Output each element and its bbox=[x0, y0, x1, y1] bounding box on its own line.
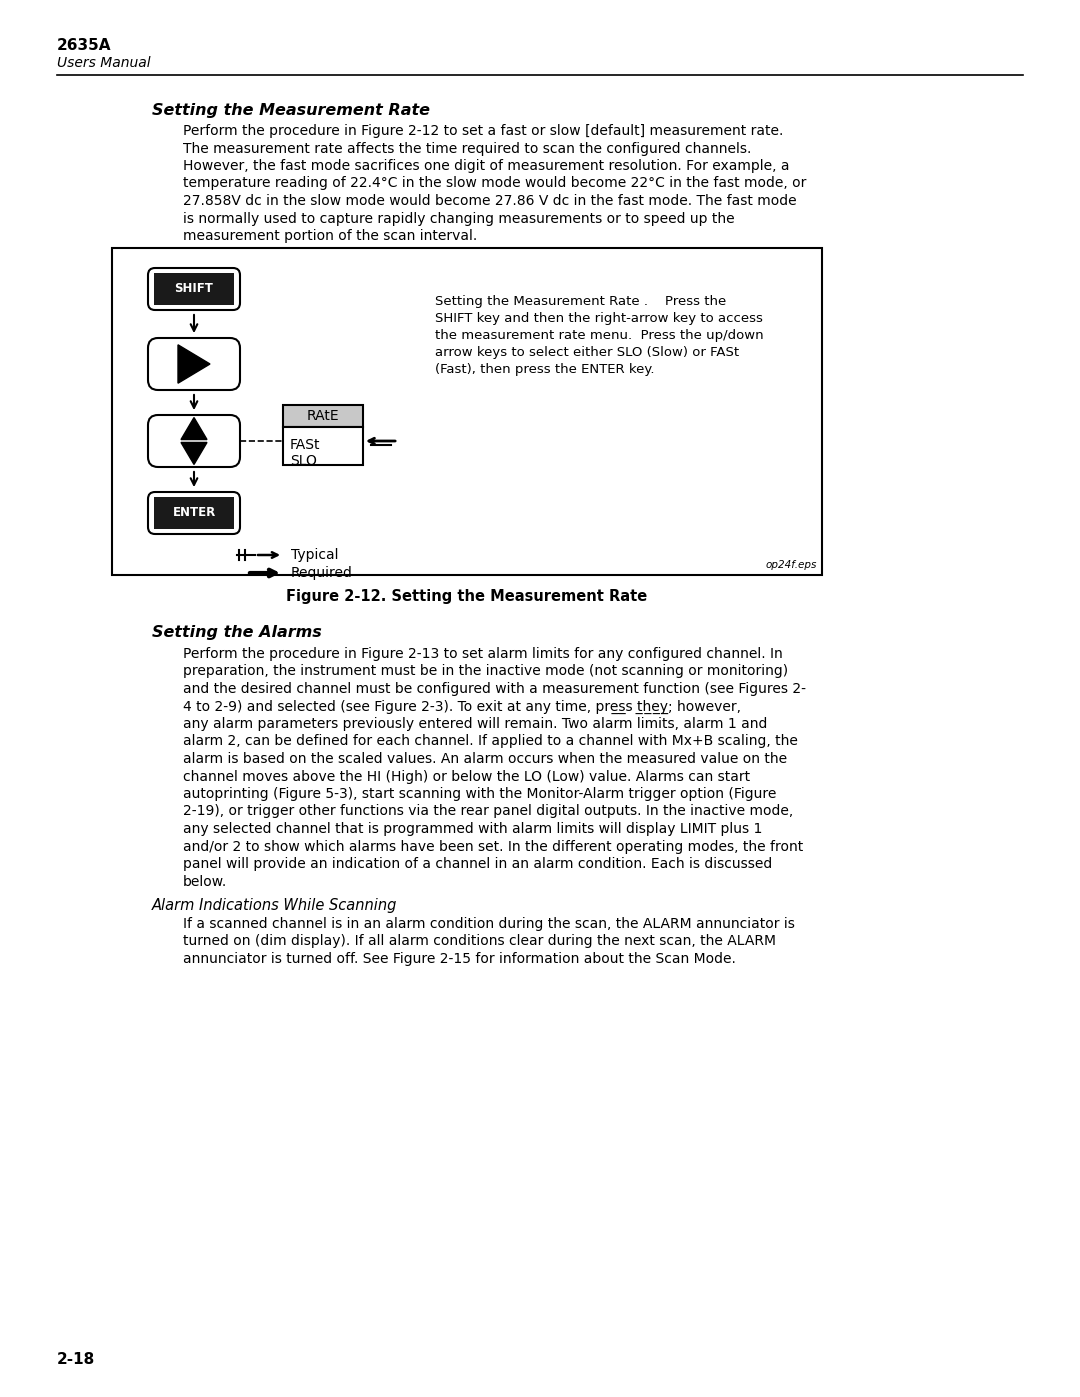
Text: Setting the Alarms: Setting the Alarms bbox=[152, 624, 322, 640]
Polygon shape bbox=[181, 418, 207, 440]
Text: panel will provide an indication of a channel in an alarm condition. Each is dis: panel will provide an indication of a ch… bbox=[183, 856, 772, 870]
Text: the measurement rate menu.  Press the up/down: the measurement rate menu. Press the up/… bbox=[435, 330, 764, 342]
FancyBboxPatch shape bbox=[148, 492, 240, 534]
Text: alarm 2, can be defined for each channel. If applied to a channel with Mx+B scal: alarm 2, can be defined for each channel… bbox=[183, 735, 798, 749]
Text: and the desired channel must be configured with a measurement function (see Figu: and the desired channel must be configur… bbox=[183, 682, 806, 696]
Text: annunciator is turned off. See Figure 2-15 for information about the Scan Mode.: annunciator is turned off. See Figure 2-… bbox=[183, 951, 735, 965]
FancyBboxPatch shape bbox=[148, 338, 240, 390]
Text: Users Manual: Users Manual bbox=[57, 56, 150, 70]
Polygon shape bbox=[178, 345, 210, 383]
Text: The measurement rate affects the time required to scan the configured channels.: The measurement rate affects the time re… bbox=[183, 141, 752, 155]
Polygon shape bbox=[181, 443, 207, 464]
Text: arrow keys to select either SLO (Slow) or FASt: arrow keys to select either SLO (Slow) o… bbox=[435, 346, 739, 359]
Text: turned on (dim display). If all alarm conditions clear during the next scan, the: turned on (dim display). If all alarm co… bbox=[183, 935, 777, 949]
Text: op24f.eps: op24f.eps bbox=[766, 560, 816, 570]
Text: FASt: FASt bbox=[291, 439, 321, 453]
Text: autoprinting (Figure 5-3), start scanning with the Monitor-Alarm trigger option : autoprinting (Figure 5-3), start scannin… bbox=[183, 787, 777, 800]
FancyBboxPatch shape bbox=[148, 415, 240, 467]
Text: alarm is based on the scaled values. An alarm occurs when the measured value on : alarm is based on the scaled values. An … bbox=[183, 752, 787, 766]
Text: channel moves above the HI (High) or below the LO (Low) value. Alarms can start: channel moves above the HI (High) or bel… bbox=[183, 770, 751, 784]
Text: 4 to 2-9) and selected (see Figure 2-3). To exit at any time, pre̲̲s̲s t̲h̲e̲y̲;: 4 to 2-9) and selected (see Figure 2-3).… bbox=[183, 700, 741, 714]
Text: 2-18: 2-18 bbox=[57, 1352, 95, 1368]
Text: SHIFT key and then the right-arrow key to access: SHIFT key and then the right-arrow key t… bbox=[435, 312, 762, 326]
Text: Required: Required bbox=[291, 566, 353, 580]
Text: ENTER: ENTER bbox=[173, 507, 216, 520]
Text: (Fast), then press the ENTER key.: (Fast), then press the ENTER key. bbox=[435, 363, 654, 376]
Bar bbox=[154, 497, 234, 529]
Text: RAtE: RAtE bbox=[307, 409, 339, 423]
Text: Typical: Typical bbox=[291, 548, 338, 562]
Text: 2-19), or trigger other functions via the rear panel digital outputs. In the ina: 2-19), or trigger other functions via th… bbox=[183, 805, 793, 819]
Bar bbox=[112, 249, 822, 576]
Text: Perform the procedure in Figure 2-13 to set alarm limits for any configured chan: Perform the procedure in Figure 2-13 to … bbox=[183, 647, 783, 661]
Text: 2635A: 2635A bbox=[57, 38, 111, 53]
Text: Setting the Measurement Rate: Setting the Measurement Rate bbox=[152, 103, 430, 117]
Text: preparation, the instrument must be in the inactive mode (not scanning or monito: preparation, the instrument must be in t… bbox=[183, 665, 788, 679]
Text: Figure 2-12. Setting the Measurement Rate: Figure 2-12. Setting the Measurement Rat… bbox=[286, 590, 648, 604]
Text: is normally used to capture rapidly changing measurements or to speed up the: is normally used to capture rapidly chan… bbox=[183, 211, 734, 225]
Text: Setting the Measurement Rate .    Press the: Setting the Measurement Rate . Press the bbox=[435, 295, 726, 307]
Bar bbox=[283, 427, 363, 465]
Text: Alarm Indications While Scanning: Alarm Indications While Scanning bbox=[152, 898, 397, 914]
Text: If a scanned channel is in an alarm condition during the scan, the ALARM annunci: If a scanned channel is in an alarm cond… bbox=[183, 916, 795, 930]
Bar bbox=[283, 405, 363, 427]
Text: temperature reading of 22.4°C in the slow mode would become 22°C in the fast mod: temperature reading of 22.4°C in the slo… bbox=[183, 176, 807, 190]
Text: any selected channel that is programmed with alarm limits will display LIMIT plu: any selected channel that is programmed … bbox=[183, 821, 762, 835]
Text: SLO: SLO bbox=[291, 454, 316, 468]
Text: measurement portion of the scan interval.: measurement portion of the scan interval… bbox=[183, 229, 477, 243]
Text: 27.858V dc in the slow mode would become 27.86 V dc in the fast mode. The fast m: 27.858V dc in the slow mode would become… bbox=[183, 194, 797, 208]
Text: Perform the procedure in Figure 2-12 to set a fast or slow [default] measurement: Perform the procedure in Figure 2-12 to … bbox=[183, 124, 783, 138]
Bar bbox=[154, 272, 234, 305]
Text: any alarm parameters previously entered will remain. Two alarm limits, alarm 1 a: any alarm parameters previously entered … bbox=[183, 717, 768, 731]
FancyBboxPatch shape bbox=[148, 268, 240, 310]
Text: and/or 2 to show which alarms have been set. In the different operating modes, t: and/or 2 to show which alarms have been … bbox=[183, 840, 804, 854]
Text: below.: below. bbox=[183, 875, 227, 888]
Text: However, the fast mode sacrifices one digit of measurement resolution. For examp: However, the fast mode sacrifices one di… bbox=[183, 159, 789, 173]
Text: SHIFT: SHIFT bbox=[175, 282, 214, 296]
